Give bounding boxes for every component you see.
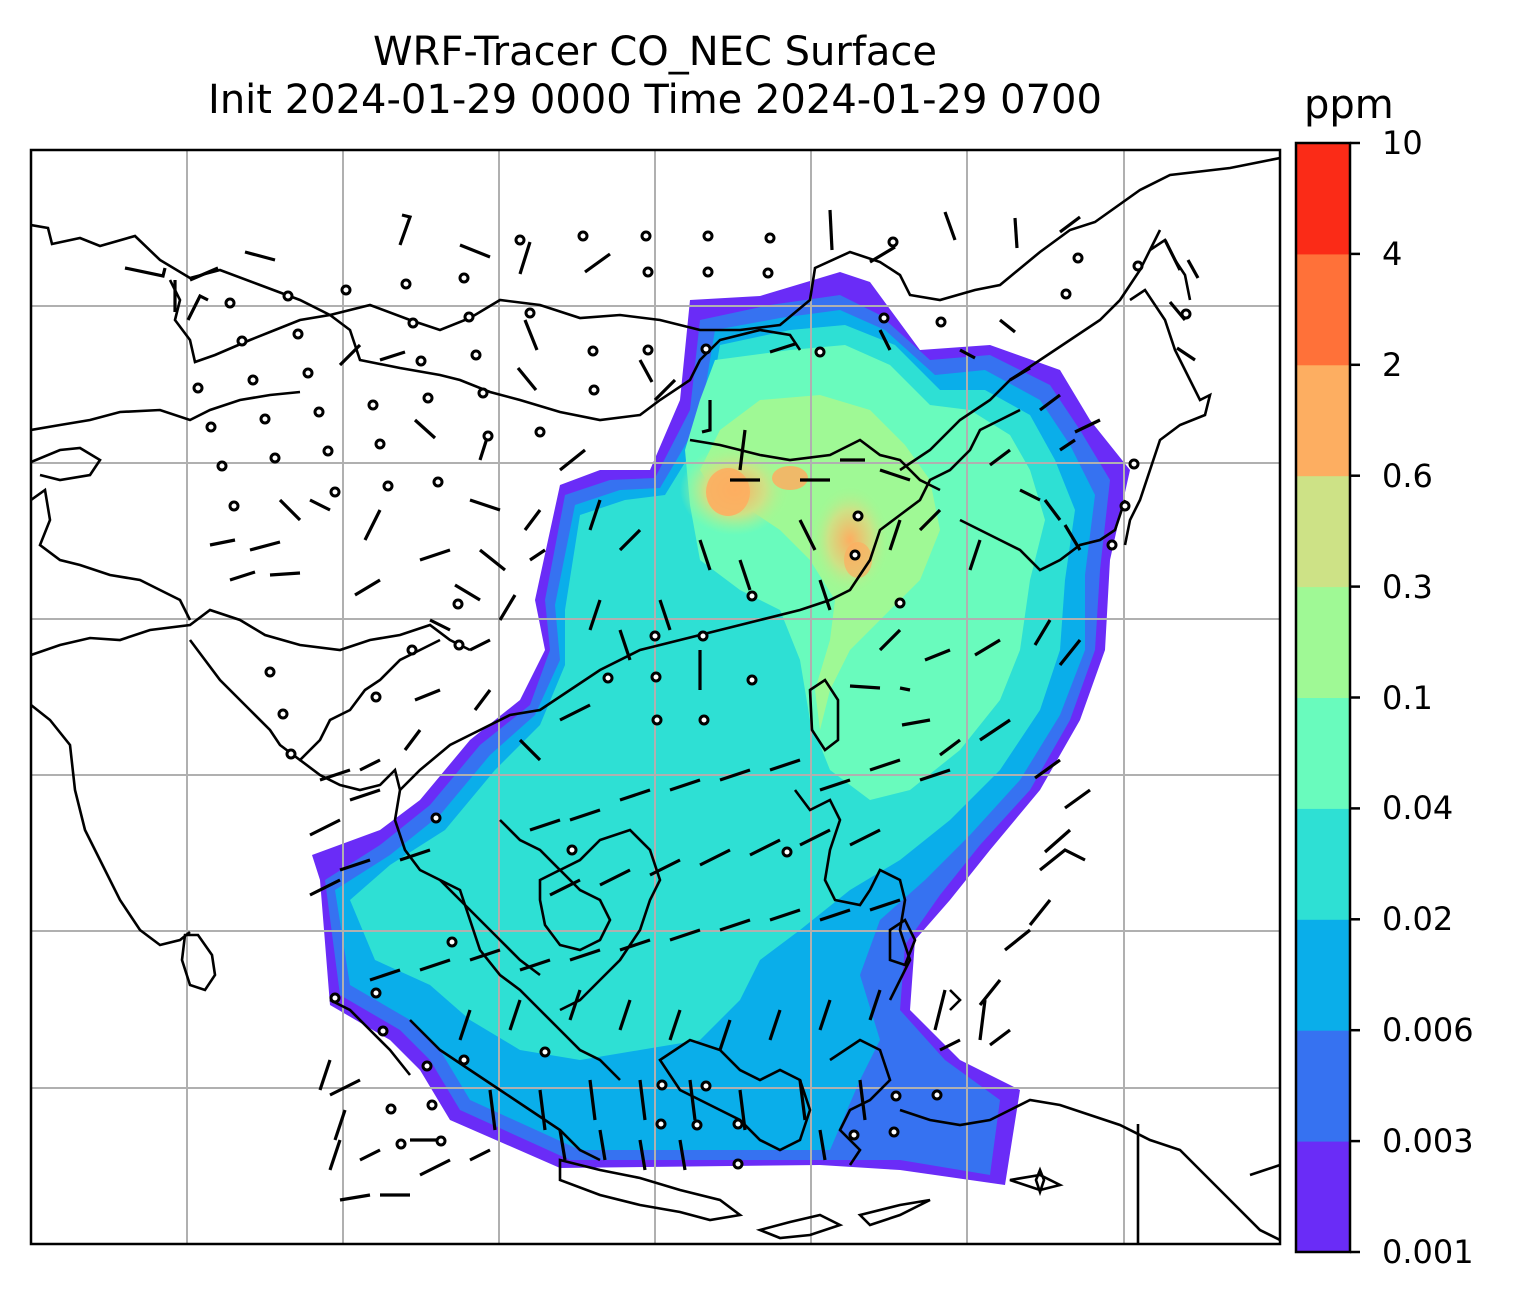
field-hotspot-0.6-c (844, 542, 872, 578)
colorbar-block-3 (1296, 808, 1350, 920)
colorbar-tick-label: 4 (1382, 234, 1403, 273)
title-line-1: WRF-Tracer CO_NEC Surface (372, 29, 938, 75)
title-line-2: Init 2024-01-29 0000 Time 2024-01-29 070… (208, 77, 1102, 123)
concentration-field (312, 272, 1130, 1185)
colorbar-tick-label: 0.02 (1382, 900, 1454, 939)
colorbar-block-8 (1296, 253, 1350, 366)
colorbar-block-6 (1296, 475, 1350, 588)
field-hotspot-0.6-b (772, 466, 808, 490)
colorbar-ticks (1350, 141, 1360, 1254)
colorbar-block-9 (1296, 143, 1350, 255)
colorbar-block-1 (1296, 1030, 1350, 1142)
colorbar-block-0 (1296, 1141, 1350, 1253)
map-frame (29, 148, 1282, 1246)
map-title: WRF-Tracer CO_NEC Surface Init 2024-01-2… (30, 28, 1280, 124)
colorbar-block-2 (1296, 919, 1350, 1031)
wind-barbs (124, 209, 1200, 1202)
colorbar-tick-label: 0.04 (1382, 789, 1454, 828)
colorbar-block-5 (1296, 586, 1350, 698)
colorbar-block-4 (1296, 697, 1350, 809)
coastlines-borders (31, 156, 1280, 1244)
colorbar-tick-label: 0.001 (1382, 1233, 1474, 1271)
colorbar (1294, 141, 1360, 1254)
colorbar-tick-label: 0.003 (1382, 1122, 1474, 1161)
colorbar-tick-label: 10 (1382, 124, 1423, 162)
colorbar-tick-label: 0.3 (1382, 567, 1433, 606)
colorbar-tick-label: 0.006 (1382, 1011, 1474, 1050)
colorbar-unit-label: ppm (1304, 82, 1394, 128)
map-area (31, 150, 1280, 1244)
colorbar-blocks (1296, 143, 1350, 1253)
calm-markers (192, 230, 1192, 1170)
field-hotspot-0.6 (706, 468, 750, 516)
colorbar-block-7 (1296, 364, 1350, 477)
gridlines (31, 150, 1280, 1244)
colorbar-tick-label: 0.6 (1382, 456, 1433, 495)
colorbar-tick-label: 2 (1382, 345, 1403, 384)
colorbar-tick-label: 0.1 (1382, 678, 1433, 717)
